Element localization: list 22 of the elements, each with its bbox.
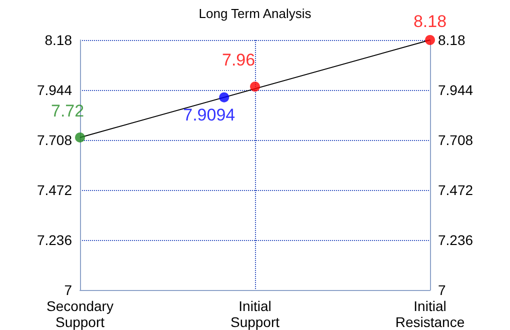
data-label: 7.9094: [183, 105, 236, 124]
y-tick-label: 7.236: [36, 232, 72, 248]
data-label: 7.96: [222, 50, 256, 70]
y-tick-label: 7: [64, 282, 72, 298]
point: [75, 132, 85, 142]
x-tick-label: Initial Resistance: [395, 298, 465, 330]
y2-tick-label: 8.18: [438, 32, 466, 48]
y2-tick-label: 7.708: [438, 132, 474, 148]
y-tick-label: 7.944: [36, 82, 72, 98]
y-tick-label: 7.472: [36, 182, 72, 198]
point: [250, 82, 260, 92]
x-tick-label: Secondary Support: [46, 298, 114, 330]
y2-tick-label: 7.944: [438, 82, 474, 98]
y-tick-label: 7.708: [36, 132, 72, 148]
y2-tick-label: 7: [438, 282, 446, 298]
chart-title: Long Term Analysis: [198, 6, 312, 21]
y2-tick-label: 7.472: [438, 182, 474, 198]
data-label: 8.18: [413, 12, 447, 31]
y-tick-label: 8.18: [44, 32, 72, 48]
y2-tick-label: 7.236: [438, 232, 474, 248]
x-tick-label: Initial Support: [230, 298, 280, 330]
point: [425, 35, 435, 45]
